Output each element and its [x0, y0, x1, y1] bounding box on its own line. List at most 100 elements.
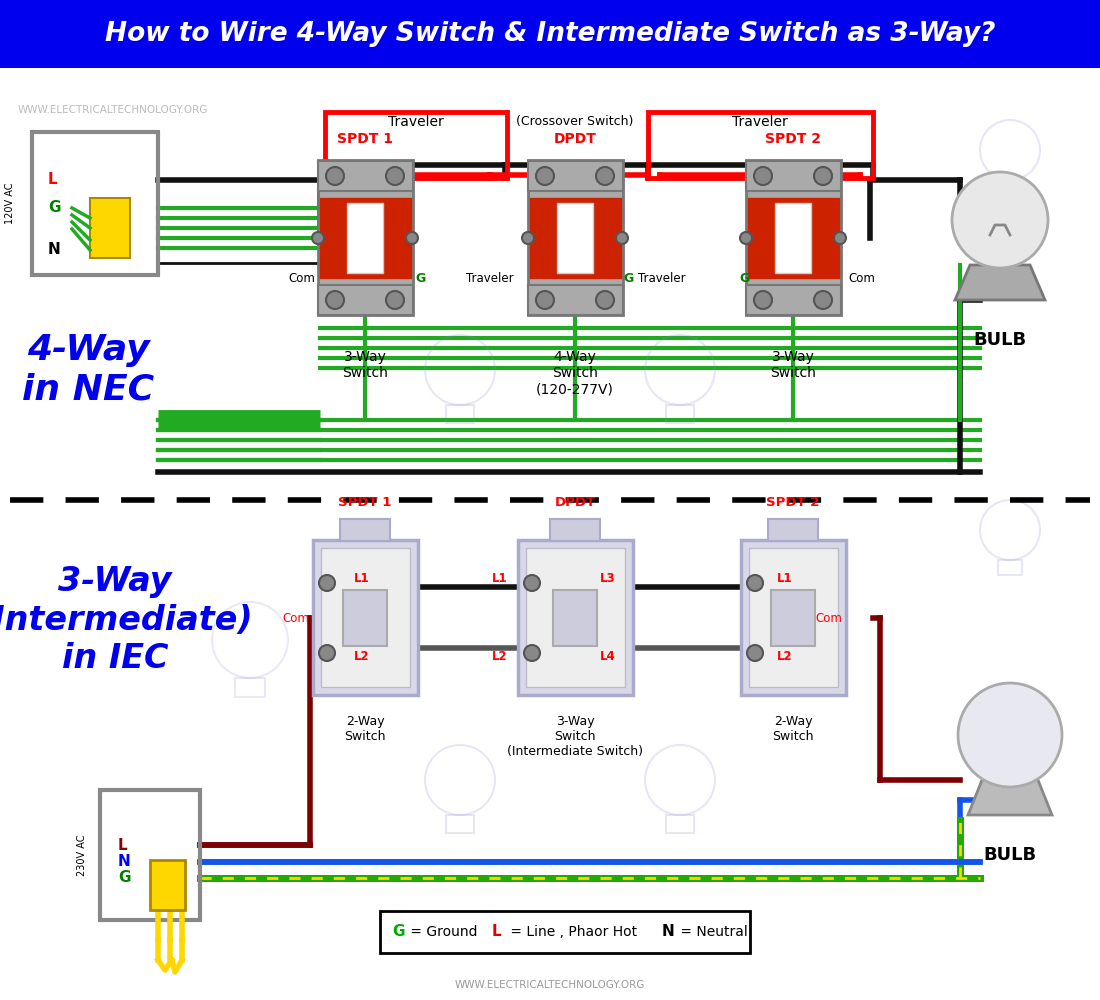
Circle shape: [952, 172, 1048, 268]
Bar: [446, 405, 474, 422]
Text: 3-Way
Switch
(Intermediate Switch): 3-Way Switch (Intermediate Switch): [507, 715, 644, 758]
Circle shape: [536, 291, 554, 309]
Circle shape: [958, 683, 1062, 787]
Text: N: N: [662, 924, 674, 940]
Bar: [32, 132, 158, 275]
Bar: [741, 540, 846, 695]
Circle shape: [814, 167, 832, 185]
Text: Traveler: Traveler: [733, 115, 788, 129]
Text: WWW.ELECTRICALTECHNOLOGY.ORG: WWW.ELECTRICALTECHNOLOGY.ORG: [18, 105, 208, 115]
Bar: [550, 519, 600, 541]
Bar: [553, 590, 597, 646]
Text: DPDT: DPDT: [554, 496, 595, 510]
Bar: [234, 678, 265, 697]
Bar: [746, 285, 842, 315]
Text: 2-Way
Switch: 2-Way Switch: [344, 715, 386, 743]
Text: = Ground: = Ground: [406, 925, 491, 939]
Bar: [100, 790, 200, 920]
Circle shape: [319, 645, 336, 661]
Text: 120V AC: 120V AC: [6, 183, 15, 224]
Bar: [318, 285, 412, 315]
Bar: [648, 112, 873, 178]
Circle shape: [319, 575, 336, 591]
Bar: [321, 548, 410, 687]
Text: L: L: [118, 838, 128, 852]
Bar: [318, 160, 412, 315]
Circle shape: [754, 291, 772, 309]
Bar: [379, 911, 750, 953]
Circle shape: [524, 575, 540, 591]
Text: 3-Way
(Intermediate)
in IEC: 3-Way (Intermediate) in IEC: [0, 565, 253, 675]
Text: SPDT 2: SPDT 2: [767, 496, 820, 510]
Circle shape: [386, 167, 404, 185]
Circle shape: [834, 232, 846, 244]
Bar: [446, 815, 474, 832]
Bar: [90, 198, 130, 258]
Text: L1: L1: [492, 572, 508, 585]
Text: L2: L2: [492, 650, 508, 662]
Text: 3-Way
Switch: 3-Way Switch: [342, 350, 388, 380]
Text: N: N: [48, 242, 60, 257]
Circle shape: [406, 232, 418, 244]
Bar: [998, 560, 1022, 575]
Text: Traveler: Traveler: [388, 115, 444, 129]
Polygon shape: [968, 780, 1052, 815]
Bar: [318, 161, 412, 191]
Text: Com: Com: [815, 611, 842, 624]
Bar: [526, 548, 625, 687]
Text: DPDT: DPDT: [553, 132, 596, 146]
Text: SPDT 2: SPDT 2: [764, 132, 821, 146]
Bar: [314, 540, 418, 695]
Text: SPDT 1: SPDT 1: [337, 132, 393, 146]
Text: 230V AC: 230V AC: [77, 834, 87, 876]
Bar: [528, 161, 623, 191]
Text: L4: L4: [601, 650, 616, 662]
Circle shape: [754, 167, 772, 185]
Text: L2: L2: [354, 650, 370, 662]
Text: G: G: [118, 870, 131, 886]
Bar: [746, 160, 842, 315]
Circle shape: [386, 291, 404, 309]
Text: Traveler: Traveler: [466, 271, 514, 284]
Bar: [748, 198, 839, 278]
Bar: [518, 540, 632, 695]
Bar: [528, 285, 623, 315]
Text: G: G: [415, 271, 425, 284]
Circle shape: [312, 232, 324, 244]
Polygon shape: [955, 265, 1045, 300]
Bar: [998, 180, 1022, 195]
Bar: [771, 590, 815, 646]
Text: L3: L3: [601, 572, 616, 585]
Bar: [776, 203, 811, 273]
Text: 3-Way
Switch: 3-Way Switch: [770, 350, 816, 380]
Bar: [343, 590, 387, 646]
Text: BULB: BULB: [983, 846, 1036, 864]
Text: L: L: [48, 172, 57, 188]
Text: SPDT 1: SPDT 1: [339, 496, 392, 510]
Text: Traveler: Traveler: [638, 271, 685, 284]
Text: G: G: [392, 924, 405, 940]
Circle shape: [524, 645, 540, 661]
Circle shape: [616, 232, 628, 244]
Text: 2-Way
Switch: 2-Way Switch: [772, 715, 814, 743]
Text: 4-Way
Switch
(120-277V): 4-Way Switch (120-277V): [536, 350, 614, 396]
Bar: [557, 203, 593, 273]
Bar: [320, 198, 411, 278]
Circle shape: [596, 167, 614, 185]
Bar: [530, 198, 621, 278]
Bar: [324, 112, 507, 178]
Text: G: G: [623, 271, 634, 284]
Bar: [666, 815, 694, 832]
Circle shape: [326, 291, 344, 309]
Text: L2: L2: [778, 650, 793, 662]
Bar: [746, 161, 842, 191]
Text: N: N: [118, 854, 131, 869]
Circle shape: [747, 645, 763, 661]
Bar: [346, 203, 383, 273]
Text: (Crossover Switch): (Crossover Switch): [516, 115, 634, 128]
Circle shape: [522, 232, 534, 244]
Text: WWW.ELECTRICALTECHNOLOGY.ORG: WWW.ELECTRICALTECHNOLOGY.ORG: [454, 980, 646, 990]
Text: Com: Com: [288, 271, 316, 284]
Text: L: L: [492, 924, 502, 940]
Bar: [528, 160, 623, 315]
